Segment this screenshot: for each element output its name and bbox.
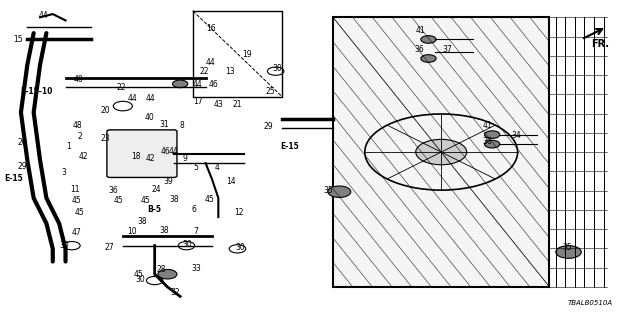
- Text: 30: 30: [183, 240, 193, 249]
- Text: 36: 36: [108, 186, 118, 195]
- Text: 36: 36: [414, 45, 424, 54]
- Text: 44: 44: [127, 94, 137, 103]
- Text: 30: 30: [60, 241, 69, 250]
- Text: 8: 8: [180, 121, 184, 130]
- Text: 30: 30: [236, 243, 246, 252]
- Text: 42: 42: [145, 154, 155, 163]
- Text: E-15-10: E-15-10: [20, 87, 53, 96]
- Text: 38: 38: [169, 195, 179, 204]
- Text: 5: 5: [194, 164, 198, 172]
- Text: 24: 24: [151, 185, 161, 194]
- Circle shape: [173, 80, 188, 88]
- Text: 44: 44: [145, 94, 155, 103]
- Text: 17: 17: [193, 97, 203, 106]
- Text: 46: 46: [209, 80, 218, 89]
- Text: 19: 19: [242, 50, 252, 59]
- Text: 15: 15: [13, 35, 22, 44]
- Text: TBALB0510A: TBALB0510A: [568, 300, 613, 306]
- Text: 25: 25: [266, 87, 275, 96]
- FancyBboxPatch shape: [333, 17, 550, 287]
- Text: 44: 44: [193, 80, 203, 89]
- Text: 10: 10: [127, 227, 137, 236]
- Circle shape: [416, 140, 467, 165]
- Text: 45: 45: [72, 196, 82, 205]
- Text: 27: 27: [104, 243, 114, 252]
- Text: 47: 47: [72, 228, 82, 237]
- Text: E-15: E-15: [280, 142, 299, 151]
- Text: 28: 28: [156, 265, 166, 274]
- Text: 3: 3: [62, 168, 67, 177]
- Text: 31: 31: [159, 120, 169, 129]
- Circle shape: [421, 36, 436, 43]
- Text: B-5: B-5: [148, 205, 162, 214]
- Text: 40: 40: [74, 75, 83, 84]
- Text: 32: 32: [170, 288, 180, 297]
- Text: 35: 35: [323, 186, 333, 195]
- Text: 4: 4: [214, 164, 220, 172]
- Text: 48: 48: [72, 121, 82, 130]
- Text: 44: 44: [169, 147, 179, 156]
- Text: 29: 29: [17, 162, 27, 171]
- Text: 23: 23: [100, 134, 110, 143]
- Text: 1: 1: [67, 142, 71, 151]
- Text: 35: 35: [563, 243, 572, 252]
- Text: 2: 2: [77, 132, 82, 141]
- Text: 45: 45: [205, 196, 214, 204]
- Text: 37: 37: [443, 45, 452, 54]
- Text: 45: 45: [134, 270, 143, 279]
- Text: 44: 44: [206, 58, 216, 67]
- Text: 16: 16: [206, 24, 216, 33]
- Text: 21: 21: [233, 100, 242, 109]
- FancyBboxPatch shape: [107, 130, 177, 178]
- Text: 43: 43: [214, 100, 223, 109]
- Text: 30: 30: [272, 64, 282, 73]
- Text: 45: 45: [75, 208, 84, 217]
- Text: 26: 26: [17, 138, 27, 147]
- Text: 20: 20: [101, 106, 111, 115]
- Text: 13: 13: [225, 67, 235, 76]
- Text: 22: 22: [200, 67, 209, 76]
- Text: 38: 38: [159, 226, 169, 235]
- Text: 45: 45: [140, 196, 150, 205]
- Circle shape: [421, 55, 436, 62]
- Text: 44: 44: [38, 11, 48, 20]
- Circle shape: [484, 131, 500, 139]
- Text: 12: 12: [234, 208, 243, 217]
- Circle shape: [328, 186, 351, 197]
- Text: 6: 6: [192, 205, 196, 214]
- Text: 34: 34: [511, 131, 521, 140]
- Circle shape: [556, 246, 581, 258]
- Text: 11: 11: [70, 185, 80, 194]
- Text: 36: 36: [482, 137, 492, 146]
- Text: 46: 46: [161, 147, 170, 156]
- Text: 45: 45: [113, 196, 124, 205]
- Circle shape: [158, 269, 177, 279]
- Text: 41: 41: [483, 121, 492, 130]
- Text: 39: 39: [164, 177, 173, 186]
- Text: 18: 18: [131, 152, 140, 161]
- Circle shape: [484, 140, 500, 148]
- Text: 42: 42: [79, 152, 88, 161]
- Text: 9: 9: [182, 154, 187, 163]
- Text: FR.: FR.: [591, 39, 609, 50]
- Text: 40: 40: [145, 113, 154, 122]
- Text: 29: 29: [263, 122, 273, 131]
- Text: 30: 30: [136, 276, 145, 284]
- Text: 41: 41: [416, 26, 426, 35]
- Text: 38: 38: [137, 217, 147, 226]
- Text: E-15: E-15: [4, 174, 22, 183]
- Text: 33: 33: [191, 264, 201, 273]
- Text: 22: 22: [116, 83, 126, 92]
- Text: 14: 14: [227, 177, 236, 186]
- Text: 7: 7: [194, 227, 198, 236]
